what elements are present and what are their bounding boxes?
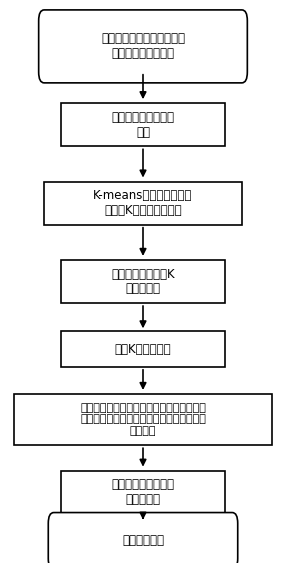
FancyBboxPatch shape [61, 471, 225, 514]
FancyBboxPatch shape [14, 394, 272, 445]
FancyBboxPatch shape [61, 260, 225, 303]
FancyBboxPatch shape [44, 181, 242, 225]
Text: K-means聚类获取似然信
度表和K个参考中心向量: K-means聚类获取似然信 度表和K个参考中心向量 [93, 189, 193, 217]
Text: 获取故障特征数据样
本集: 获取故障特征数据样 本集 [112, 111, 174, 138]
Text: 由似然信度表获取K
个参考证据: 由似然信度表获取K 个参考证据 [111, 267, 175, 296]
FancyBboxPatch shape [48, 512, 238, 563]
Text: 利用融合后的证据做
出故障决策: 利用融合后的证据做 出故障决策 [112, 479, 174, 506]
Text: 生成K个诊断证据: 生成K个诊断证据 [115, 342, 171, 356]
FancyBboxPatch shape [61, 332, 225, 367]
FancyBboxPatch shape [61, 103, 225, 146]
Text: 输出诊断结果: 输出诊断结果 [122, 534, 164, 547]
Text: 在线获取多种故障特征参数的取值后，分别
计算它们激活的诊断证据，将被激活的诊断
证据融合: 在线获取多种故障特征参数的取值后，分别 计算它们激活的诊断证据，将被激活的诊断 … [80, 403, 206, 436]
FancyBboxPatch shape [39, 10, 247, 83]
Text: 确定旋转机械滚珠轴承的故
障集和故障特征参数: 确定旋转机械滚珠轴承的故 障集和故障特征参数 [101, 33, 185, 60]
